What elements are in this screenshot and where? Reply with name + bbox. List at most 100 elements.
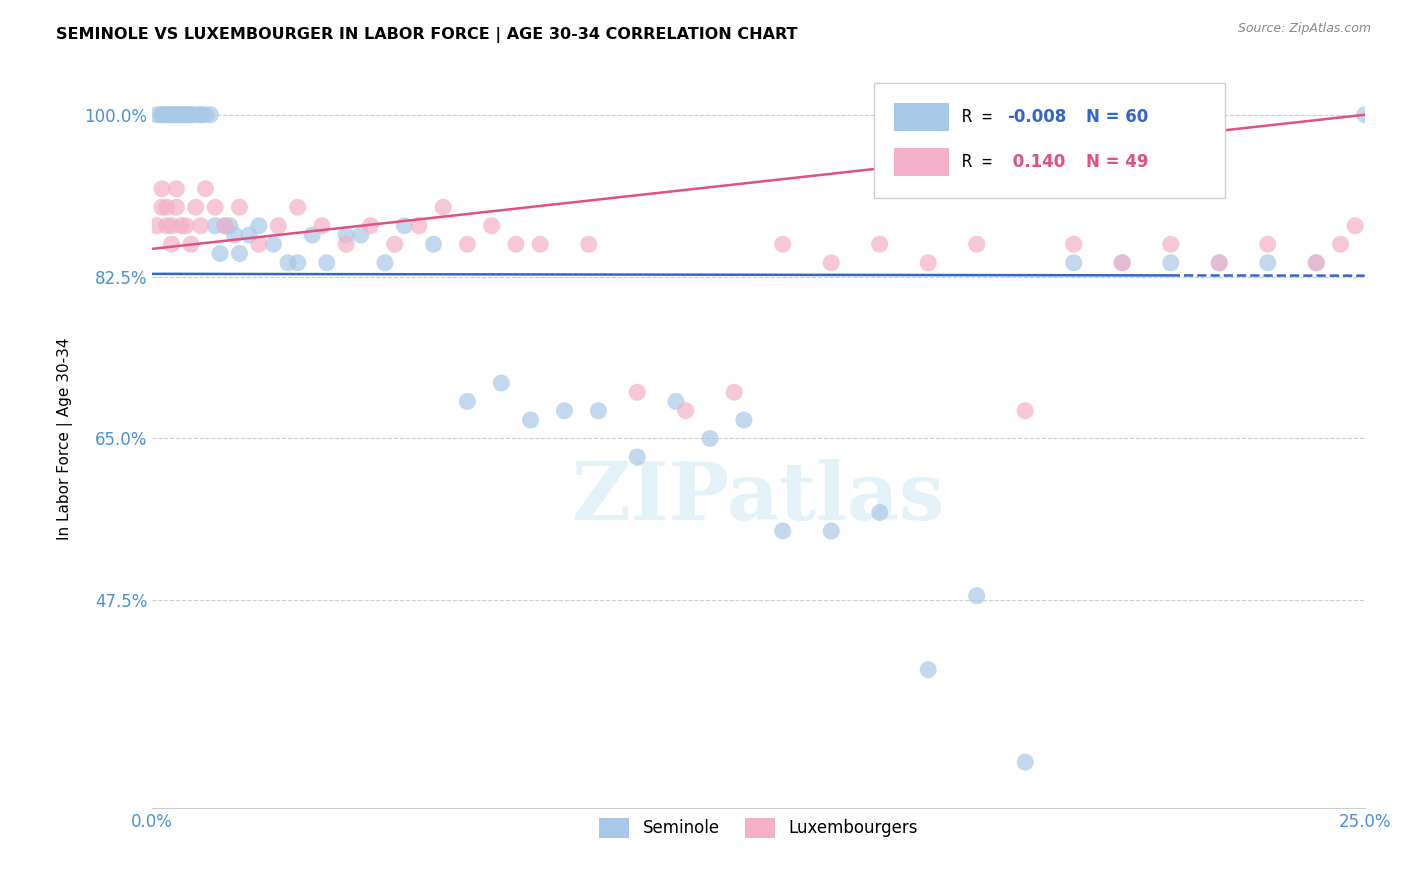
Point [481, 219, 503, 233]
Point [184, 108, 207, 122]
Point [699, 432, 721, 446]
Point [917, 663, 939, 677]
Point [156, 219, 179, 233]
Y-axis label: In Labor Force | Age 30-34: In Labor Force | Age 30-34 [58, 337, 73, 540]
Point [820, 256, 842, 270]
Text: N = 60: N = 60 [1085, 108, 1149, 127]
Point [665, 394, 688, 409]
Point [174, 219, 197, 233]
Point [675, 403, 697, 417]
Point [170, 108, 193, 122]
Point [335, 227, 357, 242]
Point [247, 237, 270, 252]
Point [384, 237, 406, 252]
Point [262, 237, 284, 252]
Point [190, 219, 212, 233]
Text: N = 49: N = 49 [1085, 153, 1149, 170]
Bar [894, 148, 949, 176]
Point [350, 227, 373, 242]
Point [247, 219, 270, 233]
Point [626, 385, 648, 400]
Point [1344, 219, 1367, 233]
Point [1305, 256, 1327, 270]
Point [190, 108, 212, 122]
Point [733, 413, 755, 427]
Point [287, 200, 309, 214]
Point [1208, 256, 1230, 270]
Point [1257, 256, 1279, 270]
Point [209, 246, 232, 260]
Point [180, 108, 202, 122]
Point [519, 413, 541, 427]
Legend: Seminole, Luxembourgers: Seminole, Luxembourgers [593, 811, 924, 845]
Point [228, 200, 250, 214]
Point [214, 219, 236, 233]
Point [224, 227, 246, 242]
Point [1014, 403, 1036, 417]
Point [165, 108, 187, 122]
Point [491, 376, 513, 390]
Point [228, 246, 250, 260]
Point [200, 108, 222, 122]
Point [588, 403, 610, 417]
Point [194, 108, 217, 122]
Point [170, 108, 193, 122]
Point [772, 524, 794, 538]
Point [238, 227, 260, 242]
Point [180, 108, 202, 122]
Point [165, 200, 187, 214]
Point [1063, 256, 1085, 270]
Point [315, 256, 337, 270]
Point [1160, 256, 1182, 270]
Point [1063, 237, 1085, 252]
Text: R =: R = [962, 108, 1002, 127]
Point [165, 108, 187, 122]
Point [146, 108, 169, 122]
Point [869, 237, 891, 252]
Text: ZIPatlas: ZIPatlas [572, 458, 945, 537]
FancyBboxPatch shape [873, 83, 1225, 198]
Point [204, 200, 226, 214]
Point [869, 506, 891, 520]
Point [374, 256, 396, 270]
Bar [894, 103, 949, 131]
Point [214, 219, 236, 233]
Point [432, 200, 454, 214]
Text: SEMINOLE VS LUXEMBOURGER IN LABOR FORCE | AGE 30-34 CORRELATION CHART: SEMINOLE VS LUXEMBOURGER IN LABOR FORCE … [56, 27, 797, 43]
Point [772, 237, 794, 252]
Point [529, 237, 551, 252]
Point [150, 108, 173, 122]
Point [966, 589, 988, 603]
Point [194, 182, 217, 196]
Point [359, 219, 381, 233]
Point [160, 237, 183, 252]
Point [723, 385, 745, 400]
Point [626, 450, 648, 464]
Point [917, 256, 939, 270]
Point [301, 227, 323, 242]
Point [165, 182, 187, 196]
Point [1305, 256, 1327, 270]
Point [184, 200, 207, 214]
Point [1111, 256, 1133, 270]
Point [150, 108, 173, 122]
Point [578, 237, 600, 252]
Point [966, 237, 988, 252]
Point [267, 219, 290, 233]
Point [156, 108, 179, 122]
Point [422, 237, 444, 252]
Point [505, 237, 527, 252]
Point [160, 108, 183, 122]
Point [160, 108, 183, 122]
Point [335, 237, 357, 252]
Text: -0.008: -0.008 [1007, 108, 1066, 127]
Point [174, 108, 197, 122]
Point [1160, 237, 1182, 252]
Point [160, 219, 183, 233]
Point [180, 237, 202, 252]
Point [820, 524, 842, 538]
Point [1014, 755, 1036, 769]
Point [456, 237, 478, 252]
Point [146, 219, 169, 233]
Point [190, 108, 212, 122]
